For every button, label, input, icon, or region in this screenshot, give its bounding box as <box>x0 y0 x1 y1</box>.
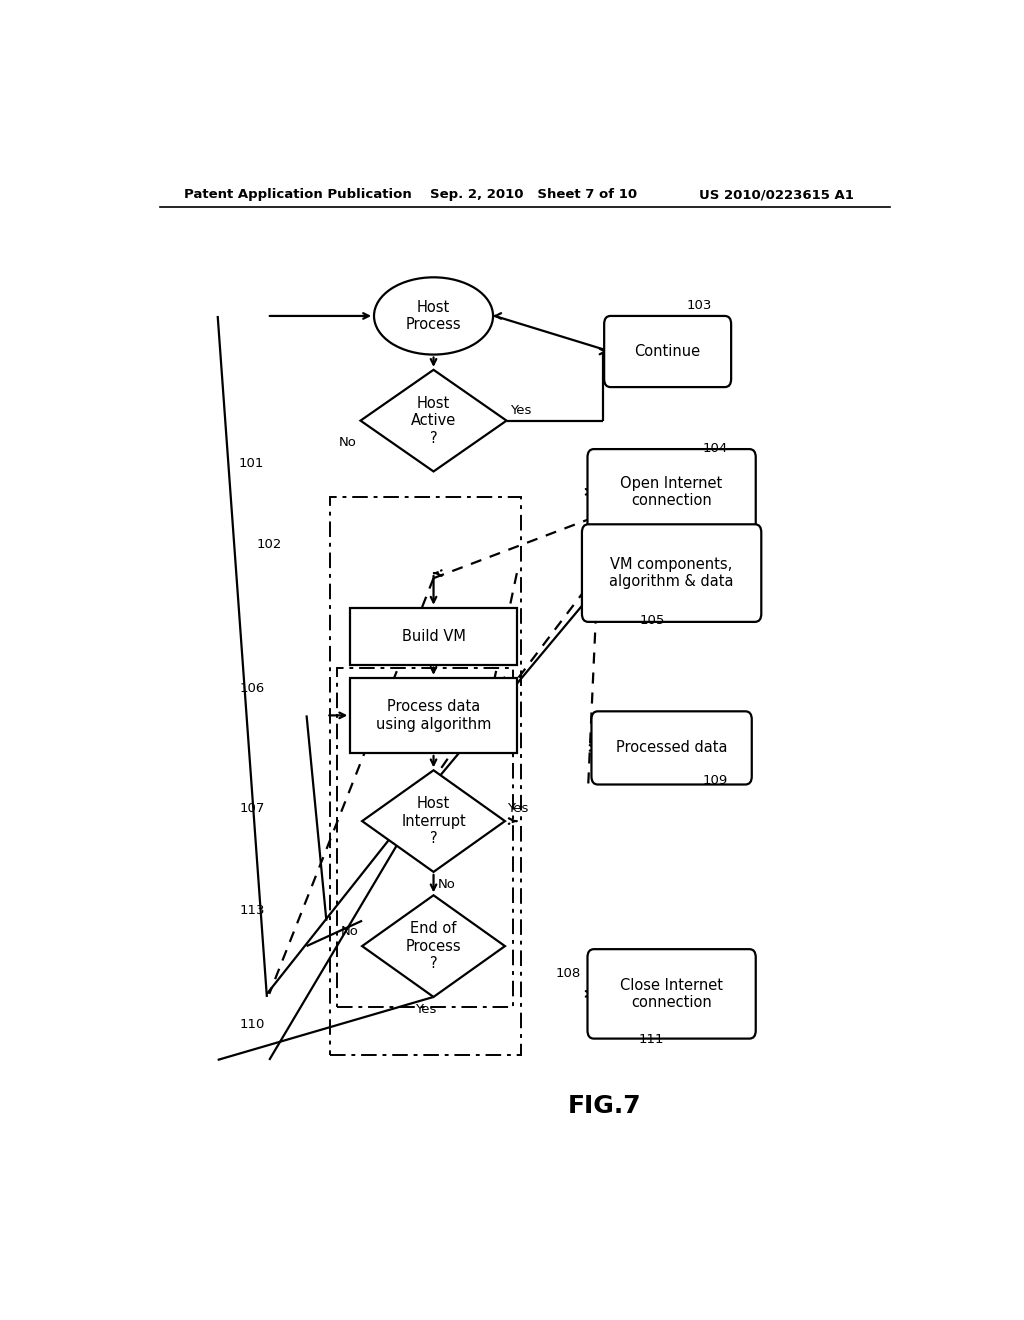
Text: 109: 109 <box>702 774 728 787</box>
Text: No: No <box>437 878 456 891</box>
Text: 105: 105 <box>639 614 665 627</box>
Text: Open Internet
connection: Open Internet connection <box>621 475 723 508</box>
Text: 102: 102 <box>257 539 282 552</box>
Text: Process data
using algorithm: Process data using algorithm <box>376 700 492 731</box>
Bar <box>350 607 517 664</box>
Polygon shape <box>362 771 505 873</box>
Text: 107: 107 <box>240 803 265 816</box>
Text: Continue: Continue <box>635 345 700 359</box>
Text: 101: 101 <box>239 457 264 470</box>
Text: Host
Process: Host Process <box>406 300 462 333</box>
Text: Sep. 2, 2010   Sheet 7 of 10: Sep. 2, 2010 Sheet 7 of 10 <box>430 189 637 202</box>
Text: Yes: Yes <box>511 404 531 417</box>
Polygon shape <box>360 370 507 471</box>
Text: 106: 106 <box>240 682 265 696</box>
Bar <box>350 677 517 752</box>
FancyBboxPatch shape <box>588 949 756 1039</box>
FancyBboxPatch shape <box>604 315 731 387</box>
Polygon shape <box>362 895 505 997</box>
Ellipse shape <box>374 277 494 355</box>
Text: VM components,
algorithm & data: VM components, algorithm & data <box>609 557 734 589</box>
Bar <box>337 668 513 1007</box>
Text: US 2010/0223615 A1: US 2010/0223615 A1 <box>699 189 854 202</box>
Text: 113: 113 <box>240 904 265 917</box>
Text: Host
Interrupt
?: Host Interrupt ? <box>401 796 466 846</box>
Text: FIG.7: FIG.7 <box>567 1094 641 1118</box>
FancyBboxPatch shape <box>588 449 756 535</box>
Text: Yes: Yes <box>507 803 528 816</box>
Text: Patent Application Publication: Patent Application Publication <box>183 189 412 202</box>
Text: No: No <box>339 437 356 450</box>
Text: 108: 108 <box>556 968 581 979</box>
Text: Yes: Yes <box>415 1003 436 1015</box>
Text: End of
Process
?: End of Process ? <box>406 921 462 972</box>
Text: No: No <box>340 925 358 939</box>
Text: 111: 111 <box>639 1034 665 1047</box>
Text: Host
Active
?: Host Active ? <box>411 396 456 446</box>
Text: Close Internet
connection: Close Internet connection <box>621 978 723 1010</box>
Text: Build VM: Build VM <box>401 628 466 644</box>
Text: 103: 103 <box>687 300 712 313</box>
Text: 104: 104 <box>702 442 728 454</box>
FancyBboxPatch shape <box>592 711 752 784</box>
Text: Processed data: Processed data <box>615 741 727 755</box>
FancyBboxPatch shape <box>582 524 761 622</box>
Bar <box>331 496 521 1055</box>
Text: 110: 110 <box>240 1018 265 1031</box>
